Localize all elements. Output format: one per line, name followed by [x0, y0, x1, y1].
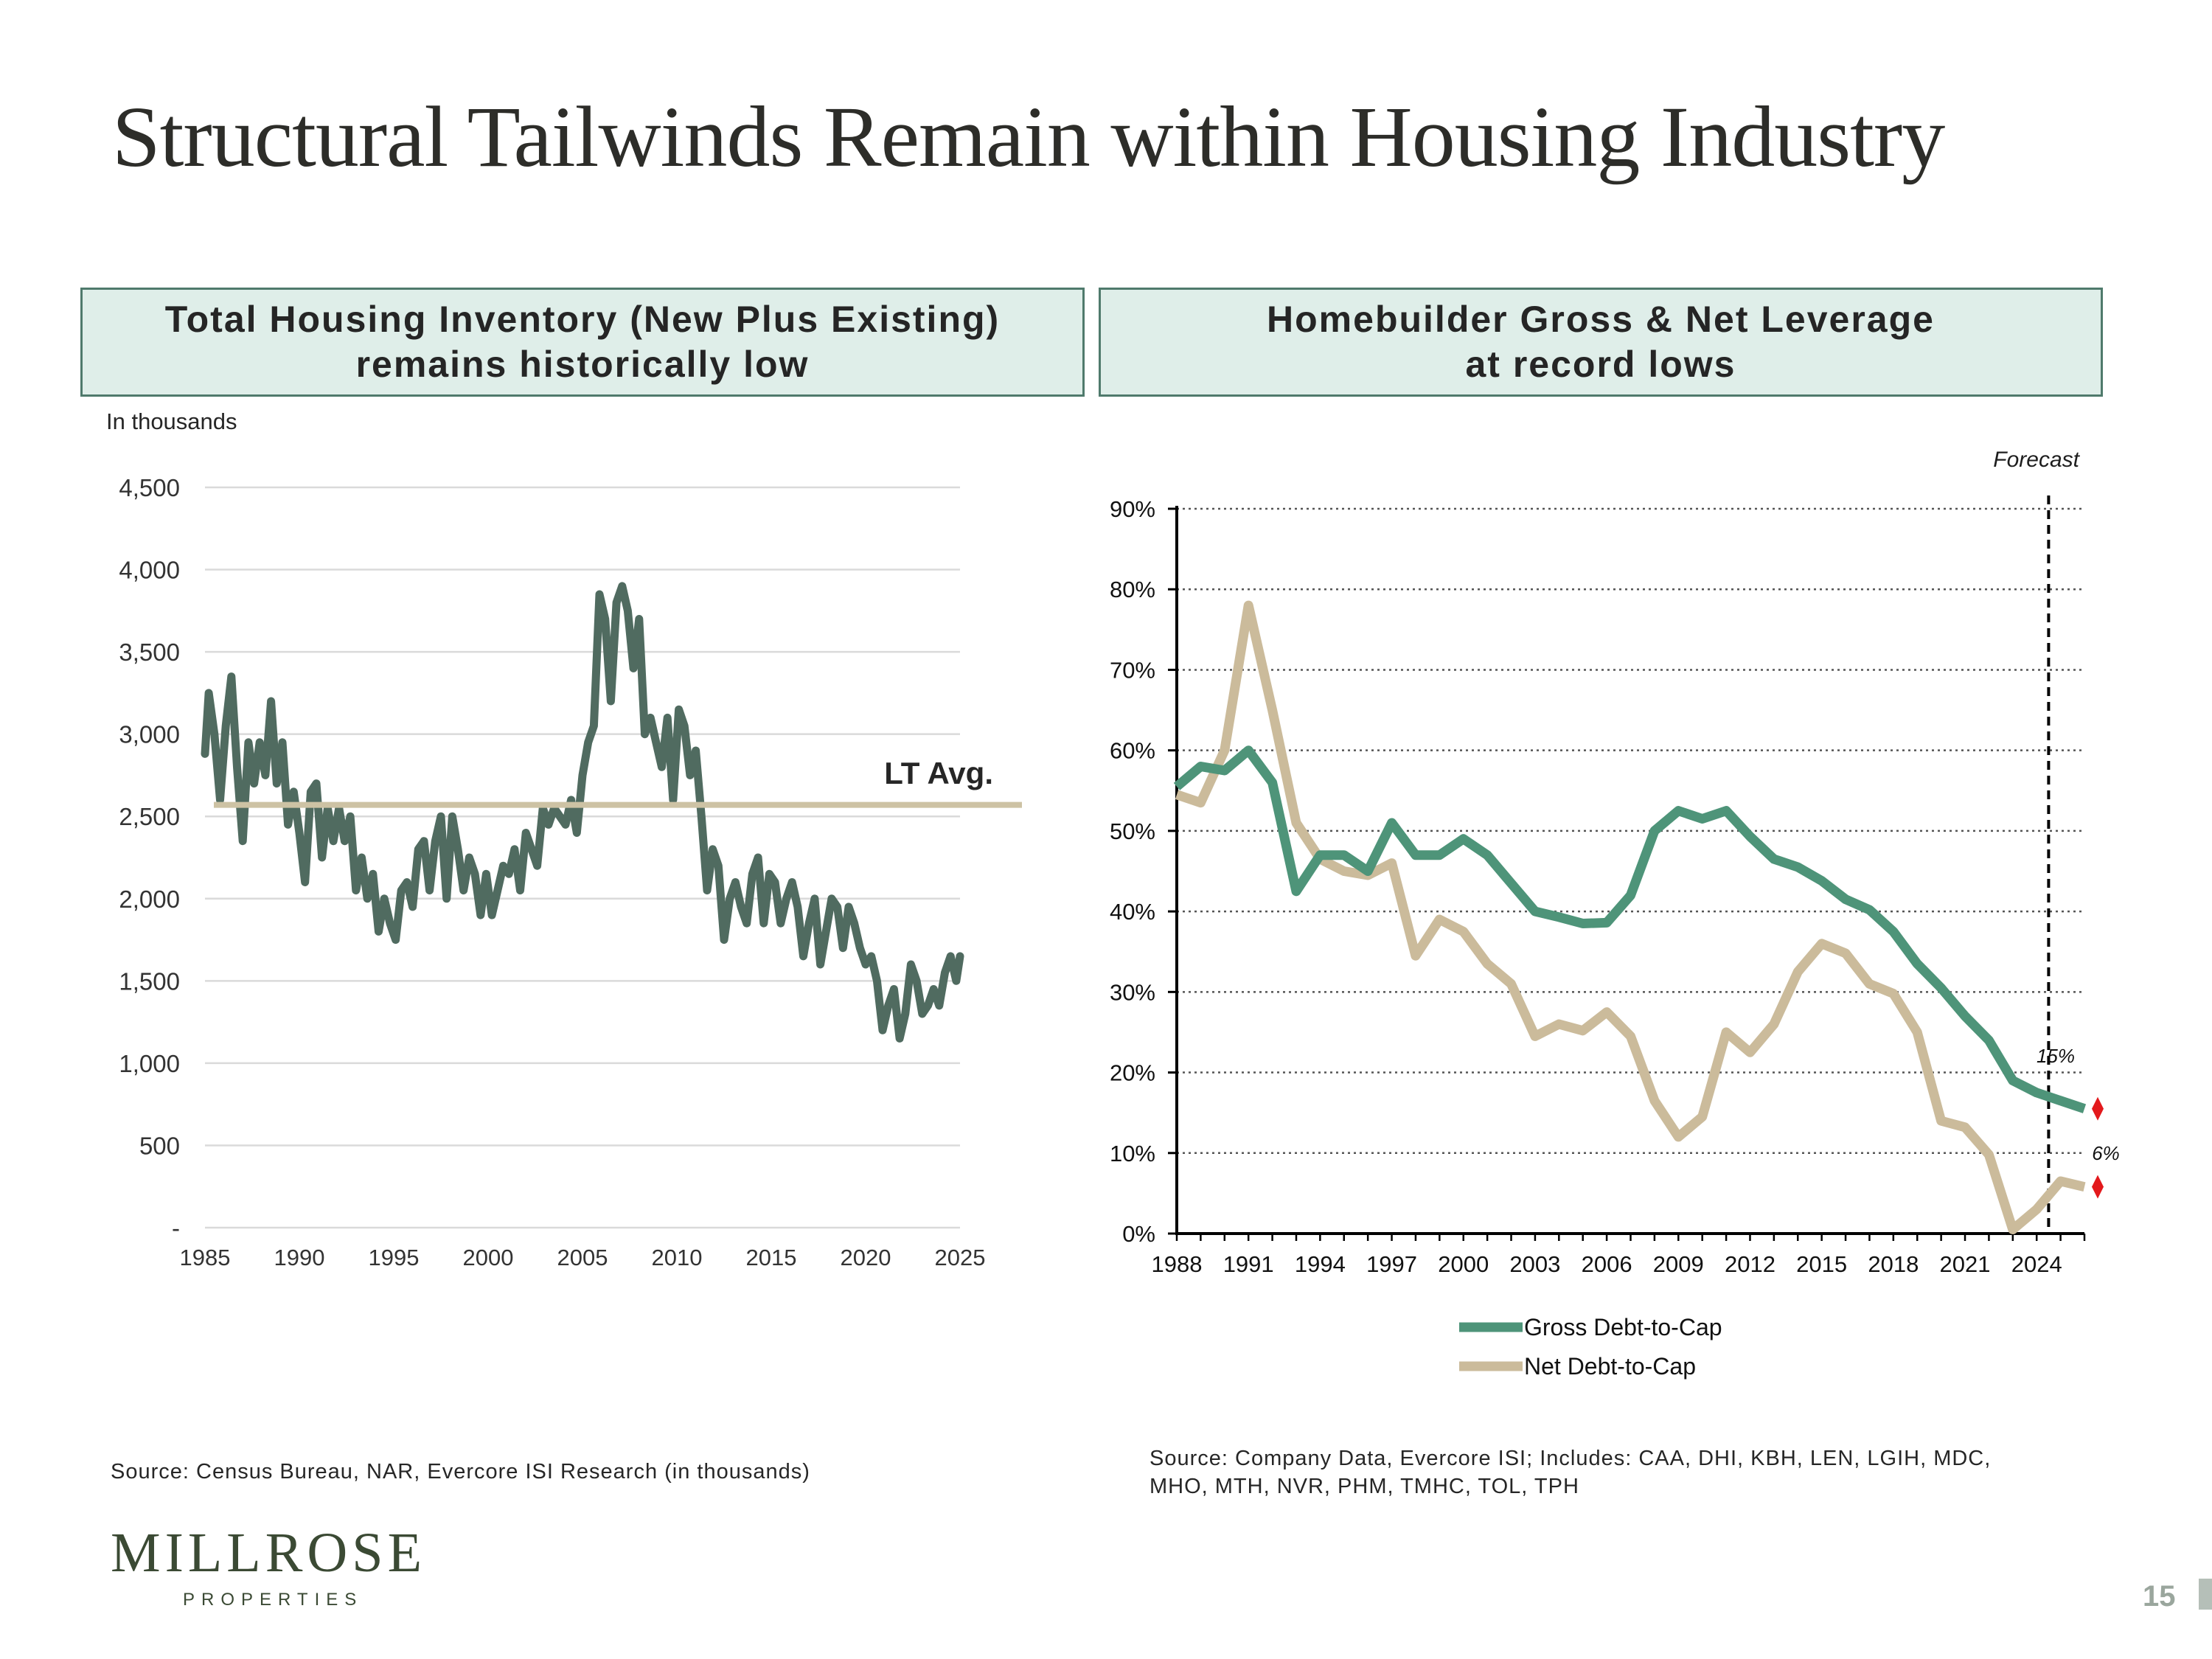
leverage-x-tick: 1988 — [1152, 1251, 1203, 1277]
gross-debt-to-cap-line — [1173, 745, 2087, 1113]
inventory-x-tick: 1990 — [274, 1245, 325, 1270]
leverage-x-tick: 2018 — [1868, 1251, 1919, 1277]
inventory-y-tick: 1,000 — [119, 1050, 180, 1077]
leverage-y-tick: 30% — [1110, 979, 1155, 1005]
leverage-x-axis: 1988 1991 1994 1997 2000 2003 2006 2009 2012 2015… — [1152, 1251, 2062, 1277]
lt-avg-group: LT Avg. — [214, 756, 1022, 808]
leverage-x-tick: 2000 — [1438, 1251, 1489, 1277]
inventory-x-tick: 2025 — [935, 1245, 986, 1270]
leverage-gridlines — [1177, 507, 2084, 1155]
leverage-y-axis: 0% 10% 20% 30% 40% 50% 60% 70% 80% 90% — [1110, 496, 1155, 1247]
leverage-y-tick: 40% — [1110, 899, 1155, 925]
page-title: Structural Tailwinds Remain within Housi… — [112, 88, 1945, 185]
forecast-value-label: 6% — [2092, 1142, 2120, 1164]
inventory-y-tick: 2,000 — [119, 886, 180, 913]
leverage-x-tick: 2006 — [1582, 1251, 1632, 1277]
forecast-value-label: 15% — [2037, 1045, 2075, 1067]
leverage-axes — [1168, 506, 2086, 1241]
inventory-x-axis: 1985 1990 1995 2000 2005 2010 2015 2020 2025 — [180, 1245, 986, 1270]
leverage-x-tick: 2012 — [1725, 1251, 1775, 1277]
inventory-x-tick: 2005 — [557, 1245, 608, 1270]
inventory-y-tick: 2,500 — [119, 803, 180, 830]
lt-avg-label: LT Avg. — [884, 756, 993, 790]
inventory-header-line1: Total Housing Inventory (New Plus Existi… — [164, 299, 1001, 340]
net-debt-to-cap-line — [1175, 600, 2086, 1234]
leverage-y-tick: 20% — [1110, 1060, 1155, 1086]
inventory-y-axis: - 500 1,000 1,500 2,000 2,500 3,000 3,500 4,000 4… — [119, 474, 180, 1242]
inventory-line — [201, 582, 964, 1043]
forecast-label: Forecast — [1993, 448, 2080, 472]
gross-debt-to-cap-legend-label: Gross Debt-to-Cap — [1524, 1314, 1722, 1340]
inventory-x-tick: 1995 — [369, 1245, 420, 1270]
leverage-x-tick: 2015 — [1796, 1251, 1847, 1277]
leverage-y-tick: 60% — [1110, 738, 1155, 764]
leverage-source-line1: Source: Company Data, Evercore ISI; Incl… — [1150, 1447, 1992, 1470]
inventory-units-label: In thousands — [106, 408, 237, 434]
leverage-x-tick: 1997 — [1366, 1251, 1417, 1277]
inventory-x-tick: 2000 — [463, 1245, 514, 1270]
leverage-y-tick: 50% — [1110, 818, 1155, 844]
leverage-source-note: Source: Company Data, Evercore ISI; Incl… — [1150, 1444, 2064, 1500]
leverage-x-tick: 2003 — [1509, 1251, 1560, 1277]
inventory-y-tick: 3,500 — [119, 639, 180, 666]
forecast-divider: Forecast — [1993, 448, 2081, 1234]
leverage-y-tick: 90% — [1110, 496, 1155, 522]
millrose-logo: MILLROSE — [111, 1522, 426, 1584]
inventory-y-tick: 500 — [139, 1132, 180, 1159]
leverage-y-tick: 80% — [1110, 577, 1155, 602]
inventory-x-tick: 2015 — [746, 1245, 797, 1270]
leverage-x-tick: 1991 — [1223, 1251, 1274, 1277]
leverage-y-tick: 70% — [1110, 657, 1155, 683]
inventory-y-tick: 1,500 — [119, 967, 180, 995]
leverage-series: 15% 6% — [1173, 600, 2120, 1234]
inventory-x-tick: 2010 — [652, 1245, 703, 1270]
inventory-y-tick: 4,000 — [119, 557, 180, 584]
inventory-header-line2: remains historically low — [355, 344, 810, 385]
inventory-x-tick: 1985 — [180, 1245, 231, 1270]
inventory-x-tick: 2020 — [841, 1245, 891, 1270]
leverage-chart-header: Homebuilder Gross & Net Leverage at reco… — [1099, 288, 2103, 397]
leverage-y-tick: 10% — [1110, 1141, 1155, 1166]
leverage-header-line1: Homebuilder Gross & Net Leverage — [1267, 299, 1935, 340]
leverage-x-tick: 2021 — [1940, 1251, 1991, 1277]
forecast-marker — [2092, 1096, 2104, 1121]
inventory-chart-header: Total Housing Inventory (New Plus Existi… — [80, 288, 1085, 397]
leverage-legend: Gross Debt-to-Cap Net Debt-to-Cap — [1459, 1314, 1722, 1380]
leverage-x-tick: 2009 — [1653, 1251, 1704, 1277]
inventory-y-tick: - — [172, 1214, 180, 1242]
inventory-series — [201, 582, 964, 1043]
leverage-header-line2: at record lows — [1465, 344, 1736, 385]
forecast-marker — [2092, 1175, 2104, 1199]
leverage-source-line2: MHO, MTH, NVR, PHM, TMHC, TOL, TPH — [1150, 1475, 1579, 1498]
leverage-x-tick: 1994 — [1295, 1251, 1346, 1277]
page-number: 15 — [2143, 1580, 2176, 1613]
net-debt-to-cap-legend-label: Net Debt-to-Cap — [1524, 1353, 1696, 1380]
millrose-logo-subtitle: PROPERTIES — [183, 1590, 364, 1610]
page-number-bar — [2199, 1579, 2212, 1610]
leverage-y-tick: 0% — [1122, 1221, 1155, 1247]
leverage-x-tick: 2024 — [2011, 1251, 2062, 1277]
inventory-y-tick: 4,500 — [119, 474, 180, 501]
inventory-y-tick: 3,000 — [119, 721, 180, 748]
inventory-source-note: Source: Census Bureau, NAR, Evercore ISI… — [111, 1460, 810, 1484]
